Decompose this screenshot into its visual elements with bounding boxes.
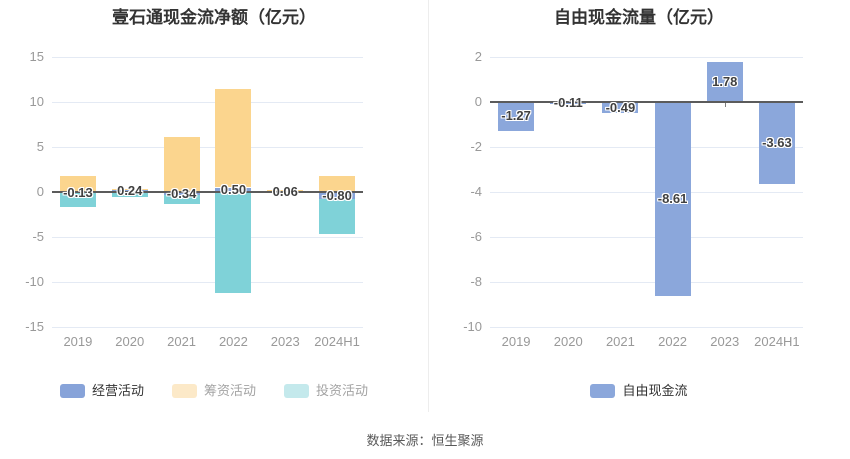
y-axis-label: 5 bbox=[36, 139, 44, 154]
x-axis-label: 2021 bbox=[167, 334, 197, 349]
bar-segment-自由现金流[interactable] bbox=[654, 102, 691, 296]
x-axis-label: 2020 bbox=[553, 334, 583, 349]
right-chart-title: 自由现金流量（亿元） bbox=[554, 8, 724, 27]
y-axis-label: -4 bbox=[470, 184, 482, 199]
y-axis-label: 0 bbox=[36, 184, 44, 199]
x-axis-label: 2019 bbox=[501, 334, 531, 349]
bar-value-label: -0.49 bbox=[605, 99, 636, 115]
legend-item-经营活动[interactable]: 经营活动 bbox=[59, 383, 144, 398]
y-axis-label: -15 bbox=[25, 319, 44, 334]
legend-label: 经营活动 bbox=[91, 383, 144, 398]
legend-swatch bbox=[590, 384, 616, 398]
gridline bbox=[490, 56, 803, 58]
bar-segment-经营活动[interactable] bbox=[163, 192, 200, 196]
bar-value-label: -0.80 bbox=[322, 187, 352, 203]
legend-swatch bbox=[284, 384, 309, 398]
legend-label: 投资活动 bbox=[316, 383, 369, 398]
bar-segment-筹资活动[interactable] bbox=[163, 136, 200, 192]
x-axis-label: 2023 bbox=[710, 334, 740, 349]
x-axis-label: 2020 bbox=[115, 334, 145, 349]
bar-segment-投资活动[interactable] bbox=[215, 192, 252, 293]
legend-item-自由现金流[interactable]: 自由现金流 bbox=[590, 383, 688, 398]
bar-segment-经营活动[interactable] bbox=[319, 192, 356, 200]
bar-segment-自由现金流[interactable] bbox=[758, 102, 795, 184]
bar-value-label: -3.63 bbox=[762, 134, 792, 150]
gridline bbox=[490, 191, 803, 193]
bar-value-label: -8.61 bbox=[657, 190, 688, 206]
chart-legend: 经营活动 筹资活动 投资活动 bbox=[0, 384, 428, 398]
gridline bbox=[52, 56, 363, 58]
bar-value-label: -0.34 bbox=[166, 185, 197, 201]
gridline bbox=[52, 146, 363, 148]
x-axis-label: 2023 bbox=[270, 334, 300, 349]
bar-segment-筹资活动[interactable] bbox=[59, 175, 96, 192]
legend-label: 筹资活动 bbox=[203, 383, 256, 398]
x-axis-label: 2022 bbox=[658, 334, 688, 349]
gridline bbox=[52, 236, 363, 238]
y-axis-label: -6 bbox=[470, 229, 482, 244]
panel-divider bbox=[428, 0, 429, 412]
gridline bbox=[490, 326, 803, 328]
legend-item-筹资活动[interactable]: 筹资活动 bbox=[171, 383, 256, 398]
gridline bbox=[52, 326, 363, 328]
bar-value-label: -1.27 bbox=[501, 108, 531, 124]
x-axis-label: 2021 bbox=[605, 334, 635, 349]
y-axis-label: -5 bbox=[32, 229, 44, 244]
axis-tick bbox=[724, 103, 726, 107]
y-axis-label: 15 bbox=[29, 49, 44, 64]
bar-value-label: -0.13 bbox=[63, 184, 93, 200]
bar-segment-筹资活动[interactable] bbox=[111, 189, 148, 191]
gridline bbox=[490, 236, 803, 238]
x-axis-label: 2024H1 bbox=[754, 334, 800, 349]
zero-axis-line bbox=[52, 191, 363, 193]
gridline bbox=[490, 281, 803, 283]
bar-segment-自由现金流[interactable] bbox=[498, 102, 535, 131]
x-axis-label: 2024H1 bbox=[314, 334, 360, 349]
legend-item-投资活动[interactable]: 投资活动 bbox=[284, 384, 368, 398]
y-axis-label: -8 bbox=[470, 274, 482, 289]
bar-segment-自由现金流[interactable] bbox=[602, 102, 639, 114]
y-axis-label: -2 bbox=[470, 139, 482, 154]
x-axis-label: 2019 bbox=[63, 334, 93, 349]
legend-swatch bbox=[59, 384, 85, 398]
x-axis-label: 2022 bbox=[218, 334, 248, 349]
bar-segment-投资活动[interactable] bbox=[163, 195, 200, 204]
bar-value-label: 0.06 bbox=[272, 183, 298, 199]
bar-value-label: 0.24 bbox=[117, 182, 143, 198]
y-axis-label: 2 bbox=[474, 49, 482, 64]
y-axis-label: 10 bbox=[29, 94, 44, 109]
bar-value-label: 0.50 bbox=[220, 181, 247, 197]
bar-segment-投资活动[interactable] bbox=[59, 193, 96, 208]
legend-label: 自由现金流 bbox=[622, 383, 688, 398]
gridline bbox=[52, 101, 363, 103]
axis-tick bbox=[285, 193, 287, 197]
bar-segment-投资活动[interactable] bbox=[111, 192, 148, 198]
bar-segment-经营活动[interactable] bbox=[215, 187, 252, 192]
gridline bbox=[490, 146, 803, 148]
bar-segment-投资活动[interactable] bbox=[319, 199, 356, 235]
axis-tick bbox=[568, 103, 570, 107]
gridline bbox=[52, 281, 363, 283]
legend-swatch bbox=[171, 384, 197, 398]
y-axis-label: -10 bbox=[25, 274, 44, 289]
bar-value-label: -0.11 bbox=[553, 95, 583, 111]
bar-value-label: 1.78 bbox=[712, 73, 738, 89]
bar-segment-自由现金流[interactable] bbox=[550, 102, 587, 105]
zero-axis-line bbox=[490, 101, 803, 103]
bar-segment-筹资活动[interactable] bbox=[215, 89, 252, 188]
chart-legend: 自由现金流 bbox=[428, 384, 850, 398]
bar-segment-筹资活动[interactable] bbox=[319, 175, 356, 192]
left-chart-title: 壹石通现金流净额（亿元） bbox=[112, 8, 316, 27]
bar-segment-筹资活动[interactable] bbox=[267, 189, 304, 192]
y-axis-label: -10 bbox=[463, 319, 482, 334]
bar-segment-自由现金流[interactable] bbox=[706, 61, 743, 102]
bar-segment-经营活动[interactable] bbox=[111, 189, 148, 192]
y-axis-label: 0 bbox=[474, 94, 482, 109]
data-source-note: 数据来源：恒生聚源 bbox=[366, 433, 484, 448]
